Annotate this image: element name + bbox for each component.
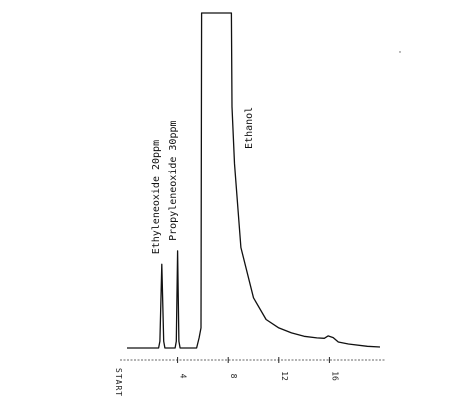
tick-label: 16 [330, 371, 339, 381]
peak-label: Ethyleneoxide 20ppm [151, 140, 162, 254]
chromatogram-trace [127, 12, 381, 349]
tick-label: 8 [229, 374, 238, 379]
time-axis-ticks: 4 8 12 16 [177, 357, 339, 381]
peak-label: Propyleneoxide 30ppm [168, 120, 179, 240]
tick-label: 4 [179, 374, 188, 379]
tick-label: 12 [280, 371, 289, 381]
scan-speck [399, 51, 401, 53]
peak-annotations: Ethyleneoxide 20ppm Propyleneoxide 30ppm E… [151, 107, 255, 255]
start-label: START [114, 368, 123, 397]
peak-label: Ethanol [244, 107, 255, 149]
